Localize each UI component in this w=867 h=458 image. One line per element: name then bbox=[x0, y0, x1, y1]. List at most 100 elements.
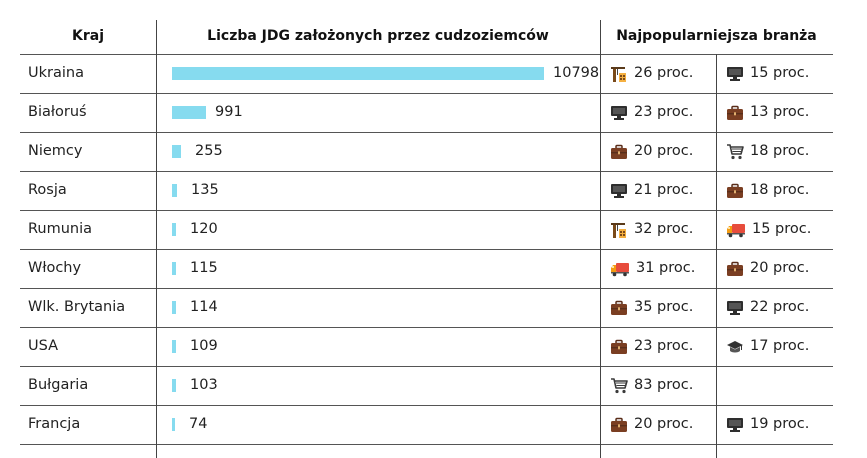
industry-cell: 21 proc. bbox=[610, 171, 693, 210]
industry-percent: 13 proc. bbox=[750, 104, 810, 120]
industry-percent: 15 proc. bbox=[752, 221, 812, 237]
country-label: Włochy bbox=[28, 260, 82, 276]
truck-icon bbox=[726, 222, 746, 238]
table-row: Rosja 135 21 proc. 18 proc. bbox=[20, 171, 833, 210]
shopping-cart-icon bbox=[610, 377, 628, 394]
value-label: 103 bbox=[190, 377, 218, 393]
industry-percent: 18 proc. bbox=[750, 143, 810, 159]
industry-percent: 23 proc. bbox=[634, 104, 694, 120]
table-row: Ukraina 10798 26 proc. 15 proc. bbox=[20, 54, 833, 93]
bar-rosja bbox=[172, 184, 177, 197]
country-label: Bułgaria bbox=[28, 377, 89, 393]
shopping-cart-icon bbox=[726, 143, 744, 160]
table-row: Niemcy 255 20 proc. 18 proc. bbox=[20, 132, 833, 171]
table-row: Bułgaria 103 83 proc. bbox=[20, 366, 833, 405]
briefcase-icon bbox=[610, 417, 628, 433]
value-label: 115 bbox=[190, 260, 218, 276]
country-label: Białoruś bbox=[28, 104, 87, 120]
value-label: 135 bbox=[191, 182, 219, 198]
computer-icon bbox=[610, 183, 628, 199]
industry-cell: 20 proc. bbox=[726, 249, 809, 288]
header-country: Kraj bbox=[72, 28, 104, 44]
country-label: Ukraina bbox=[28, 65, 84, 81]
construction-icon bbox=[610, 221, 628, 239]
briefcase-icon bbox=[610, 300, 628, 316]
industry-percent: 20 proc. bbox=[634, 143, 694, 159]
row-divider bbox=[20, 366, 833, 367]
briefcase-icon bbox=[726, 105, 744, 121]
value-label: 109 bbox=[190, 338, 218, 354]
briefcase-icon bbox=[610, 339, 628, 355]
row-divider bbox=[20, 132, 833, 133]
header-count: Liczba JDG założonych przez cudzoziemców bbox=[207, 28, 549, 44]
header-industry: Najpopularniejsza branża bbox=[616, 28, 817, 44]
computer-icon bbox=[726, 417, 744, 433]
industry-percent: 18 proc. bbox=[750, 182, 810, 198]
bar-bia-oru- bbox=[172, 106, 206, 119]
industry-cell: 15 proc. bbox=[726, 210, 811, 249]
row-divider bbox=[20, 405, 833, 406]
bar-niemcy bbox=[172, 145, 181, 158]
industry-cell: 26 proc. bbox=[610, 54, 693, 93]
industry-cell: 18 proc. bbox=[726, 132, 809, 171]
value-label: 255 bbox=[195, 143, 223, 159]
briefcase-icon bbox=[726, 261, 744, 277]
country-label: Francja bbox=[28, 416, 81, 432]
industry-cell: 23 proc. bbox=[610, 93, 693, 132]
row-divider bbox=[20, 249, 833, 250]
industry-percent: 31 proc. bbox=[636, 260, 696, 276]
column-divider bbox=[600, 20, 601, 458]
row-divider bbox=[20, 54, 833, 55]
table-row: Francja 74 20 proc. 19 proc. bbox=[20, 405, 833, 444]
country-label: Niemcy bbox=[28, 143, 83, 159]
industry-cell: 32 proc. bbox=[610, 210, 693, 249]
row-divider bbox=[20, 171, 833, 172]
industry-cell: 23 proc. bbox=[610, 327, 693, 366]
country-label: Rosja bbox=[28, 182, 67, 198]
computer-icon bbox=[726, 66, 744, 82]
industry-cell: 22 proc. bbox=[726, 288, 809, 327]
table-row: Włochy 115 31 proc. 20 proc. bbox=[20, 249, 833, 288]
industry-cell: 17 proc. bbox=[726, 327, 809, 366]
industry-percent: 15 proc. bbox=[750, 65, 810, 81]
column-divider bbox=[716, 54, 717, 458]
briefcase-icon bbox=[610, 144, 628, 160]
table-row: Białoruś 991 23 proc. 13 proc. bbox=[20, 93, 833, 132]
industry-cell: 20 proc. bbox=[610, 132, 693, 171]
bar-usa bbox=[172, 340, 176, 353]
row-divider bbox=[20, 444, 833, 445]
industry-cell: 83 proc. bbox=[610, 366, 693, 405]
column-divider bbox=[156, 20, 157, 458]
industry-percent: 35 proc. bbox=[634, 299, 694, 315]
country-label: Rumunia bbox=[28, 221, 93, 237]
bar-wlk-brytania bbox=[172, 301, 176, 314]
table-row: USA 109 23 proc. 17 proc. bbox=[20, 327, 833, 366]
table-row: Wlk. Brytania 114 35 proc. 22 proc. bbox=[20, 288, 833, 327]
computer-icon bbox=[726, 300, 744, 316]
industry-cell: 31 proc. bbox=[610, 249, 695, 288]
industry-cell: 19 proc. bbox=[726, 405, 809, 444]
country-label: Wlk. Brytania bbox=[28, 299, 126, 315]
bar-bu-garia bbox=[172, 379, 176, 392]
industry-percent: 26 proc. bbox=[634, 65, 694, 81]
industry-cell: 20 proc. bbox=[610, 405, 693, 444]
row-divider bbox=[20, 288, 833, 289]
graduation-cap-icon bbox=[726, 339, 744, 355]
industry-percent: 21 proc. bbox=[634, 182, 694, 198]
row-divider bbox=[20, 327, 833, 328]
computer-icon bbox=[610, 105, 628, 121]
value-label: 120 bbox=[190, 221, 218, 237]
industry-percent: 17 proc. bbox=[750, 338, 810, 354]
truck-icon bbox=[610, 261, 630, 277]
bar-w-ochy bbox=[172, 262, 176, 275]
bar-rumunia bbox=[172, 223, 176, 236]
value-label: 74 bbox=[189, 416, 208, 432]
industry-percent: 20 proc. bbox=[750, 260, 810, 276]
industry-cell: 35 proc. bbox=[610, 288, 693, 327]
industry-percent: 22 proc. bbox=[750, 299, 810, 315]
industry-percent: 32 proc. bbox=[634, 221, 694, 237]
industry-cell: 13 proc. bbox=[726, 93, 809, 132]
bar-ukraina bbox=[172, 67, 544, 80]
industry-percent: 20 proc. bbox=[634, 416, 694, 432]
industry-percent: 19 proc. bbox=[750, 416, 810, 432]
